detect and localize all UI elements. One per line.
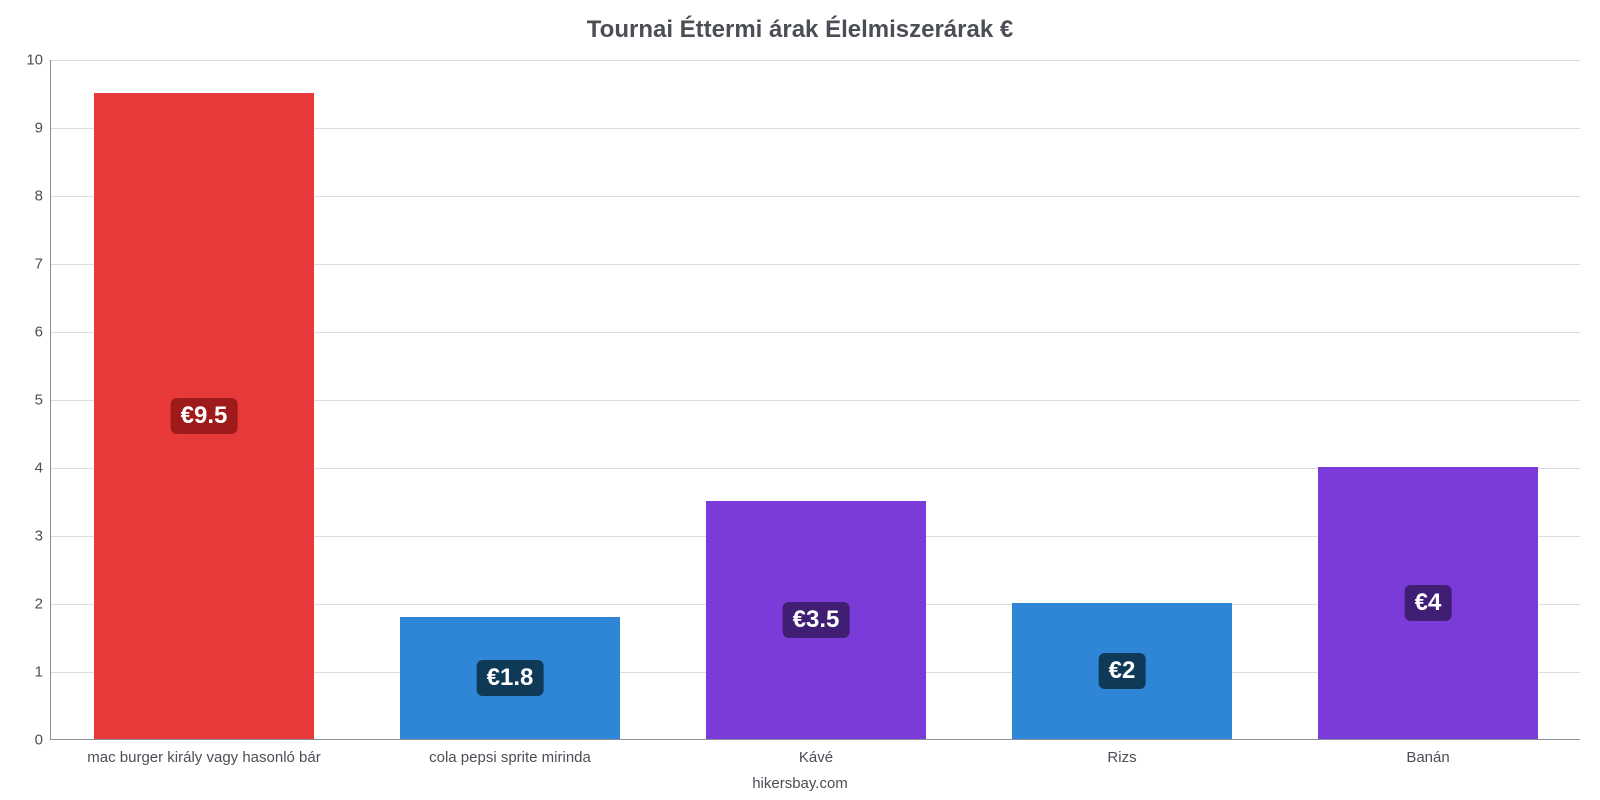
category-label: Banán [1406,739,1449,766]
bar: €9.5 [94,93,314,739]
category-label: Kávé [799,739,833,766]
y-tick-label: 8 [35,188,51,205]
y-tick-label: 1 [35,664,51,681]
gridline [51,60,1580,61]
bar: €3.5 [706,501,926,739]
category-label: cola pepsi sprite mirinda [429,739,591,766]
price-bar-chart: Tournai Éttermi árak Élelmiszerárak € 01… [0,0,1600,800]
y-tick-label: 0 [35,732,51,749]
category-label: Rizs [1107,739,1136,766]
category-label: mac burger király vagy hasonló bár [87,739,320,766]
y-tick-label: 3 [35,528,51,545]
y-tick-label: 7 [35,256,51,273]
bar-value-badge: €4 [1405,585,1452,621]
bar-value-badge: €3.5 [783,602,850,638]
bar: €1.8 [400,617,620,739]
y-tick-label: 2 [35,596,51,613]
bar: €4 [1318,467,1538,739]
y-tick-label: 5 [35,392,51,409]
chart-footer-credit: hikersbay.com [0,775,1600,792]
bar-value-badge: €1.8 [477,660,544,696]
y-tick-label: 10 [26,52,51,69]
chart-title: Tournai Éttermi árak Élelmiszerárak € [0,16,1600,44]
bar-value-badge: €9.5 [171,398,238,434]
y-tick-label: 6 [35,324,51,341]
bar-value-badge: €2 [1099,653,1146,689]
plot-area: 012345678910€9.5mac burger király vagy h… [50,60,1580,740]
y-tick-label: 4 [35,460,51,477]
bar: €2 [1012,603,1232,739]
y-tick-label: 9 [35,120,51,137]
